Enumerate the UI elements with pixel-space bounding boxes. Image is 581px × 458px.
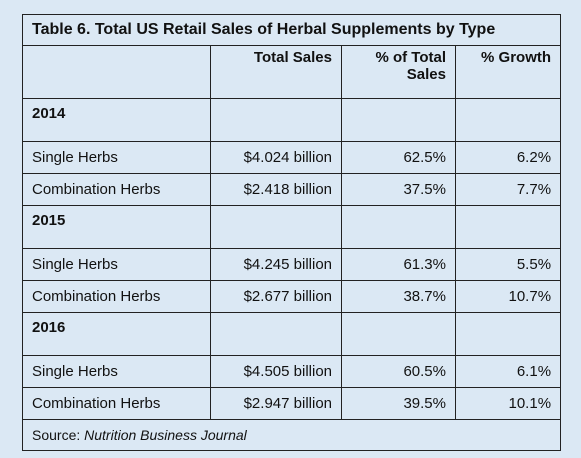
source-name: Nutrition Business Journal <box>84 427 247 443</box>
data-row: Single Herbs $4.245 billion 61.3% 5.5% <box>22 248 562 281</box>
cell: 6.1% <box>454 355 562 388</box>
sales-table: Table 6. Total US Retail Sales of Herbal… <box>21 14 562 451</box>
data-row: Single Herbs $4.024 billion 62.5% 6.2% <box>22 141 562 174</box>
cell: Combination Herbs <box>22 387 211 420</box>
data-row: Single Herbs $4.505 billion 60.5% 6.1% <box>22 355 562 388</box>
cell: $2.418 billion <box>210 173 342 206</box>
cell: 10.1% <box>454 387 562 420</box>
column-header <box>22 45 211 99</box>
empty-cell <box>454 312 562 356</box>
cell: 60.5% <box>341 355 456 388</box>
cell: $4.505 billion <box>210 355 342 388</box>
year-row: 2015 <box>22 205 562 249</box>
cell: 7.7% <box>454 173 562 206</box>
empty-cell <box>341 205 456 249</box>
year-row: 2016 <box>22 312 562 356</box>
source-label: Source: <box>32 427 81 443</box>
cell: 62.5% <box>341 141 456 174</box>
empty-cell <box>341 98 456 142</box>
cell: $2.947 billion <box>210 387 342 420</box>
title-row: Table 6. Total US Retail Sales of Herbal… <box>21 14 562 46</box>
empty-cell <box>454 205 562 249</box>
empty-cell <box>341 312 456 356</box>
empty-cell <box>210 205 342 249</box>
year-label: 2016 <box>22 312 211 356</box>
empty-cell <box>454 98 562 142</box>
table-title: Table 6. Total US Retail Sales of Herbal… <box>21 14 562 46</box>
cell: 39.5% <box>341 387 456 420</box>
column-header: % of Total Sales <box>341 45 456 99</box>
table-body: Table 6. Total US Retail Sales of Herbal… <box>21 14 562 451</box>
cell: 6.2% <box>454 141 562 174</box>
year-row: 2014 <box>22 98 562 142</box>
cell: 37.5% <box>341 173 456 206</box>
cell: Single Herbs <box>22 355 211 388</box>
data-row: Combination Herbs $2.418 billion 37.5% 7.7% <box>22 173 562 206</box>
cell: $4.024 billion <box>210 141 342 174</box>
cell: Single Herbs <box>22 141 211 174</box>
empty-cell <box>210 312 342 356</box>
cell: 38.7% <box>341 280 456 313</box>
cell: $4.245 billion <box>210 248 342 281</box>
source-row: Source: Nutrition Business Journal <box>21 419 562 451</box>
data-row: Combination Herbs $2.677 billion 38.7% 10.7… <box>22 280 562 313</box>
column-header: Total Sales <box>210 45 342 99</box>
cell: 5.5% <box>454 248 562 281</box>
cell: 61.3% <box>341 248 456 281</box>
empty-cell <box>210 98 342 142</box>
cell: Combination Herbs <box>22 280 211 313</box>
column-header: % Growth <box>454 45 562 99</box>
year-label: 2014 <box>22 98 211 142</box>
data-row: Combination Herbs $2.947 billion 39.5% 10.1… <box>22 387 562 420</box>
year-label: 2015 <box>22 205 211 249</box>
cell: 10.7% <box>454 280 562 313</box>
source-note: Source: Nutrition Business Journal <box>21 419 562 451</box>
header-row: Total Sales% of Total Sales% Growth <box>22 45 562 99</box>
cell: Single Herbs <box>22 248 211 281</box>
cell: $2.677 billion <box>210 280 342 313</box>
cell: Combination Herbs <box>22 173 211 206</box>
